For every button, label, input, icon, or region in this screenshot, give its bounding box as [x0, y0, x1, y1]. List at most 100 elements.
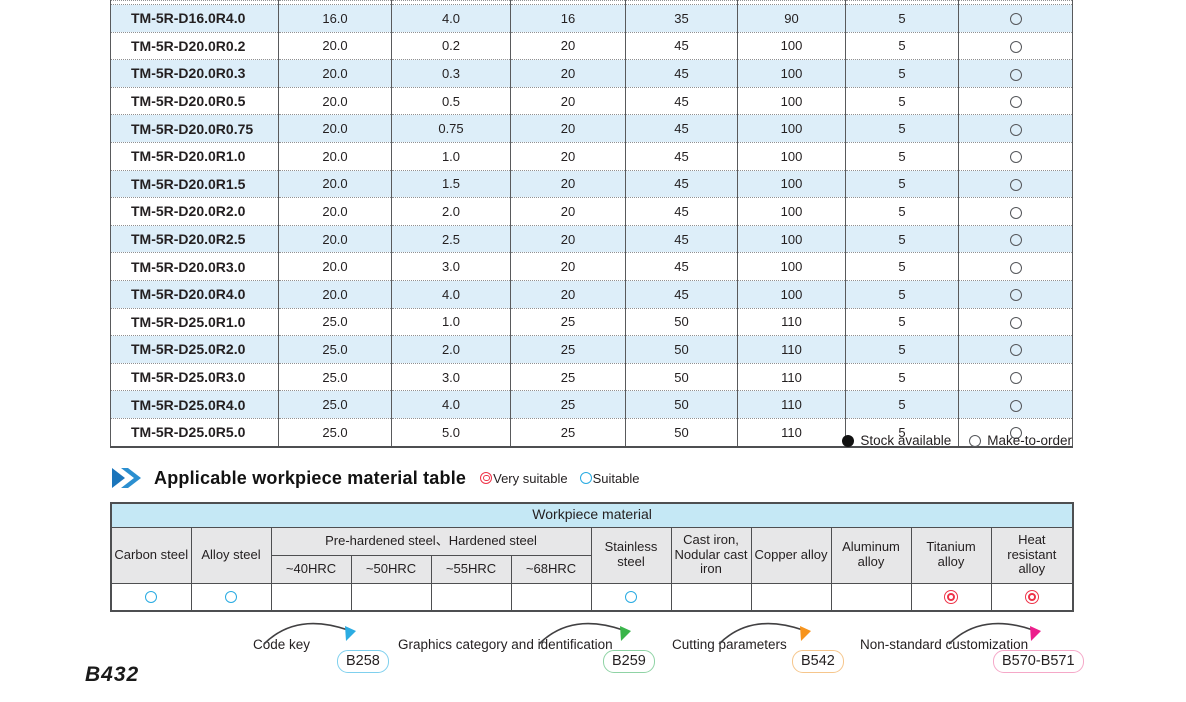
column-header-cast-iron: Cast iron, Nodular cast iron — [670, 526, 752, 584]
spec-value: 5 — [845, 169, 959, 198]
rating-cell — [270, 582, 352, 612]
stock-status-cell — [958, 59, 1073, 88]
spec-value: 5 — [845, 197, 959, 226]
suitable-label: Suitable — [592, 470, 640, 486]
model-code: TM-5R-D20.0R0.2 — [110, 31, 279, 60]
page-ref-b570-b571[interactable]: B570-B571 — [993, 650, 1084, 673]
spec-value: 20 — [510, 86, 626, 115]
make-to-order-icon — [1009, 427, 1022, 440]
stock-available-label: Stock available — [860, 433, 952, 448]
suitable-icon — [145, 591, 158, 604]
spec-value: 0.3 — [391, 59, 511, 88]
rating-cell — [670, 582, 752, 612]
stock-status-cell — [958, 279, 1073, 309]
spec-value: 5 — [845, 4, 959, 33]
spec-value: 5 — [845, 86, 959, 115]
spec-value: 20.0 — [278, 169, 392, 198]
make-to-order-icon — [969, 435, 982, 447]
spec-value: 5 — [845, 390, 959, 419]
spec-value: 45 — [625, 252, 738, 281]
model-code: TM-5R-D20.0R0.75 — [110, 114, 279, 143]
spec-value: 20.0 — [278, 197, 392, 226]
spec-value: 20 — [510, 59, 626, 88]
spec-value: 45 — [625, 86, 738, 115]
page-ref-b259[interactable]: B259 — [603, 650, 655, 673]
spec-value: 25.0 — [278, 417, 392, 447]
rating-cell — [750, 582, 832, 612]
make-to-order-label: Make-to-order — [987, 433, 1072, 448]
model-code: TM-5R-D25.0R4.0 — [110, 390, 279, 419]
spec-value: 90 — [737, 4, 846, 33]
column-group-prehardened-hardened: Pre-hardened steel、Hardened steel — [270, 526, 592, 556]
spec-value: 25 — [510, 362, 626, 391]
column-header-stainless-steel: Stainless steel — [590, 526, 672, 584]
spec-value: 4.0 — [391, 279, 511, 309]
spec-value: 100 — [737, 86, 846, 115]
model-code: TM-5R-D25.0R2.0 — [110, 335, 279, 364]
spec-value: 2.0 — [391, 197, 511, 226]
workpiece-material-table: Workpiece material Carbon steel Alloy st… — [110, 502, 1075, 612]
spec-value: 100 — [737, 197, 846, 226]
stock-status-cell — [958, 307, 1073, 336]
spec-value: 50 — [625, 335, 738, 364]
spec-value: 20 — [510, 141, 626, 171]
spec-value: 35 — [625, 4, 738, 33]
spec-value: 45 — [625, 141, 738, 171]
spec-value: 45 — [625, 169, 738, 198]
make-to-order-icon — [1009, 13, 1022, 26]
stock-status-cell — [958, 362, 1073, 391]
stock-status-cell — [958, 4, 1073, 33]
spec-value: 5 — [845, 279, 959, 309]
spec-value: 45 — [625, 224, 738, 253]
model-code: TM-5R-D20.0R3.0 — [110, 252, 279, 281]
rating-cell — [110, 582, 192, 612]
spec-value: 5 — [845, 417, 959, 447]
spec-value: 5 — [845, 114, 959, 143]
make-to-order-icon — [1009, 399, 1022, 412]
spec-value: 110 — [737, 362, 846, 391]
page-ref-b258[interactable]: B258 — [337, 650, 389, 673]
spec-value: 16 — [510, 4, 626, 33]
suitable-icon — [225, 591, 237, 604]
spec-row: TM-5R-D20.0R1.5 20.0 1.5 20 45 100 5 — [110, 169, 1073, 198]
spec-row: TM-5R-D25.0R3.0 25.0 3.0 25 50 110 5 — [110, 362, 1073, 391]
spec-row: TM-5R-D20.0R0.2 20.0 0.2 20 45 100 5 — [110, 31, 1073, 60]
spec-value: 20 — [510, 197, 626, 226]
model-code: TM-5R-D25.0R5.0 — [110, 417, 279, 447]
spec-value: 25.0 — [278, 307, 392, 336]
spec-value: 110 — [737, 307, 846, 336]
spec-value: 45 — [625, 114, 738, 143]
section-heading: Applicable workpiece material table Very… — [112, 464, 640, 492]
stock-legend: Stock available Make-to-order — [110, 433, 1072, 448]
spec-value: 100 — [737, 141, 846, 171]
rating-cell — [510, 582, 592, 612]
stock-status-cell — [958, 169, 1073, 198]
spec-value: 5 — [845, 224, 959, 253]
stock-status-cell — [958, 390, 1073, 419]
very-suitable-icon — [480, 472, 493, 484]
spec-value: 100 — [737, 279, 846, 309]
spec-value: 5 — [845, 307, 959, 336]
column-header-55hrc: ~55HRC — [430, 554, 512, 584]
rating-cell — [990, 582, 1074, 612]
model-code: TM-5R-D20.0R0.3 — [110, 59, 279, 88]
spec-value: 110 — [737, 390, 846, 419]
spec-value: 20 — [510, 169, 626, 198]
rating-row — [110, 582, 1074, 612]
make-to-order-icon — [1009, 206, 1022, 219]
model-code: TM-5R-D20.0R2.5 — [110, 224, 279, 253]
make-to-order-icon — [1009, 96, 1022, 109]
spec-row: TM-5R-D20.0R1.0 20.0 1.0 20 45 100 5 — [110, 141, 1073, 171]
spec-value: 110 — [737, 335, 846, 364]
stock-status-cell — [958, 252, 1073, 281]
spec-value: 50 — [625, 307, 738, 336]
spec-value: 5 — [845, 59, 959, 88]
spec-value: 0.75 — [391, 114, 511, 143]
annotation-arrow-icon — [538, 622, 631, 645]
spec-value: 100 — [737, 252, 846, 281]
page-ref-b542[interactable]: B542 — [792, 650, 844, 673]
spec-value: 0.5 — [391, 86, 511, 115]
spec-value: 3.0 — [391, 252, 511, 281]
model-code: TM-5R-D20.0R0.5 — [110, 86, 279, 115]
